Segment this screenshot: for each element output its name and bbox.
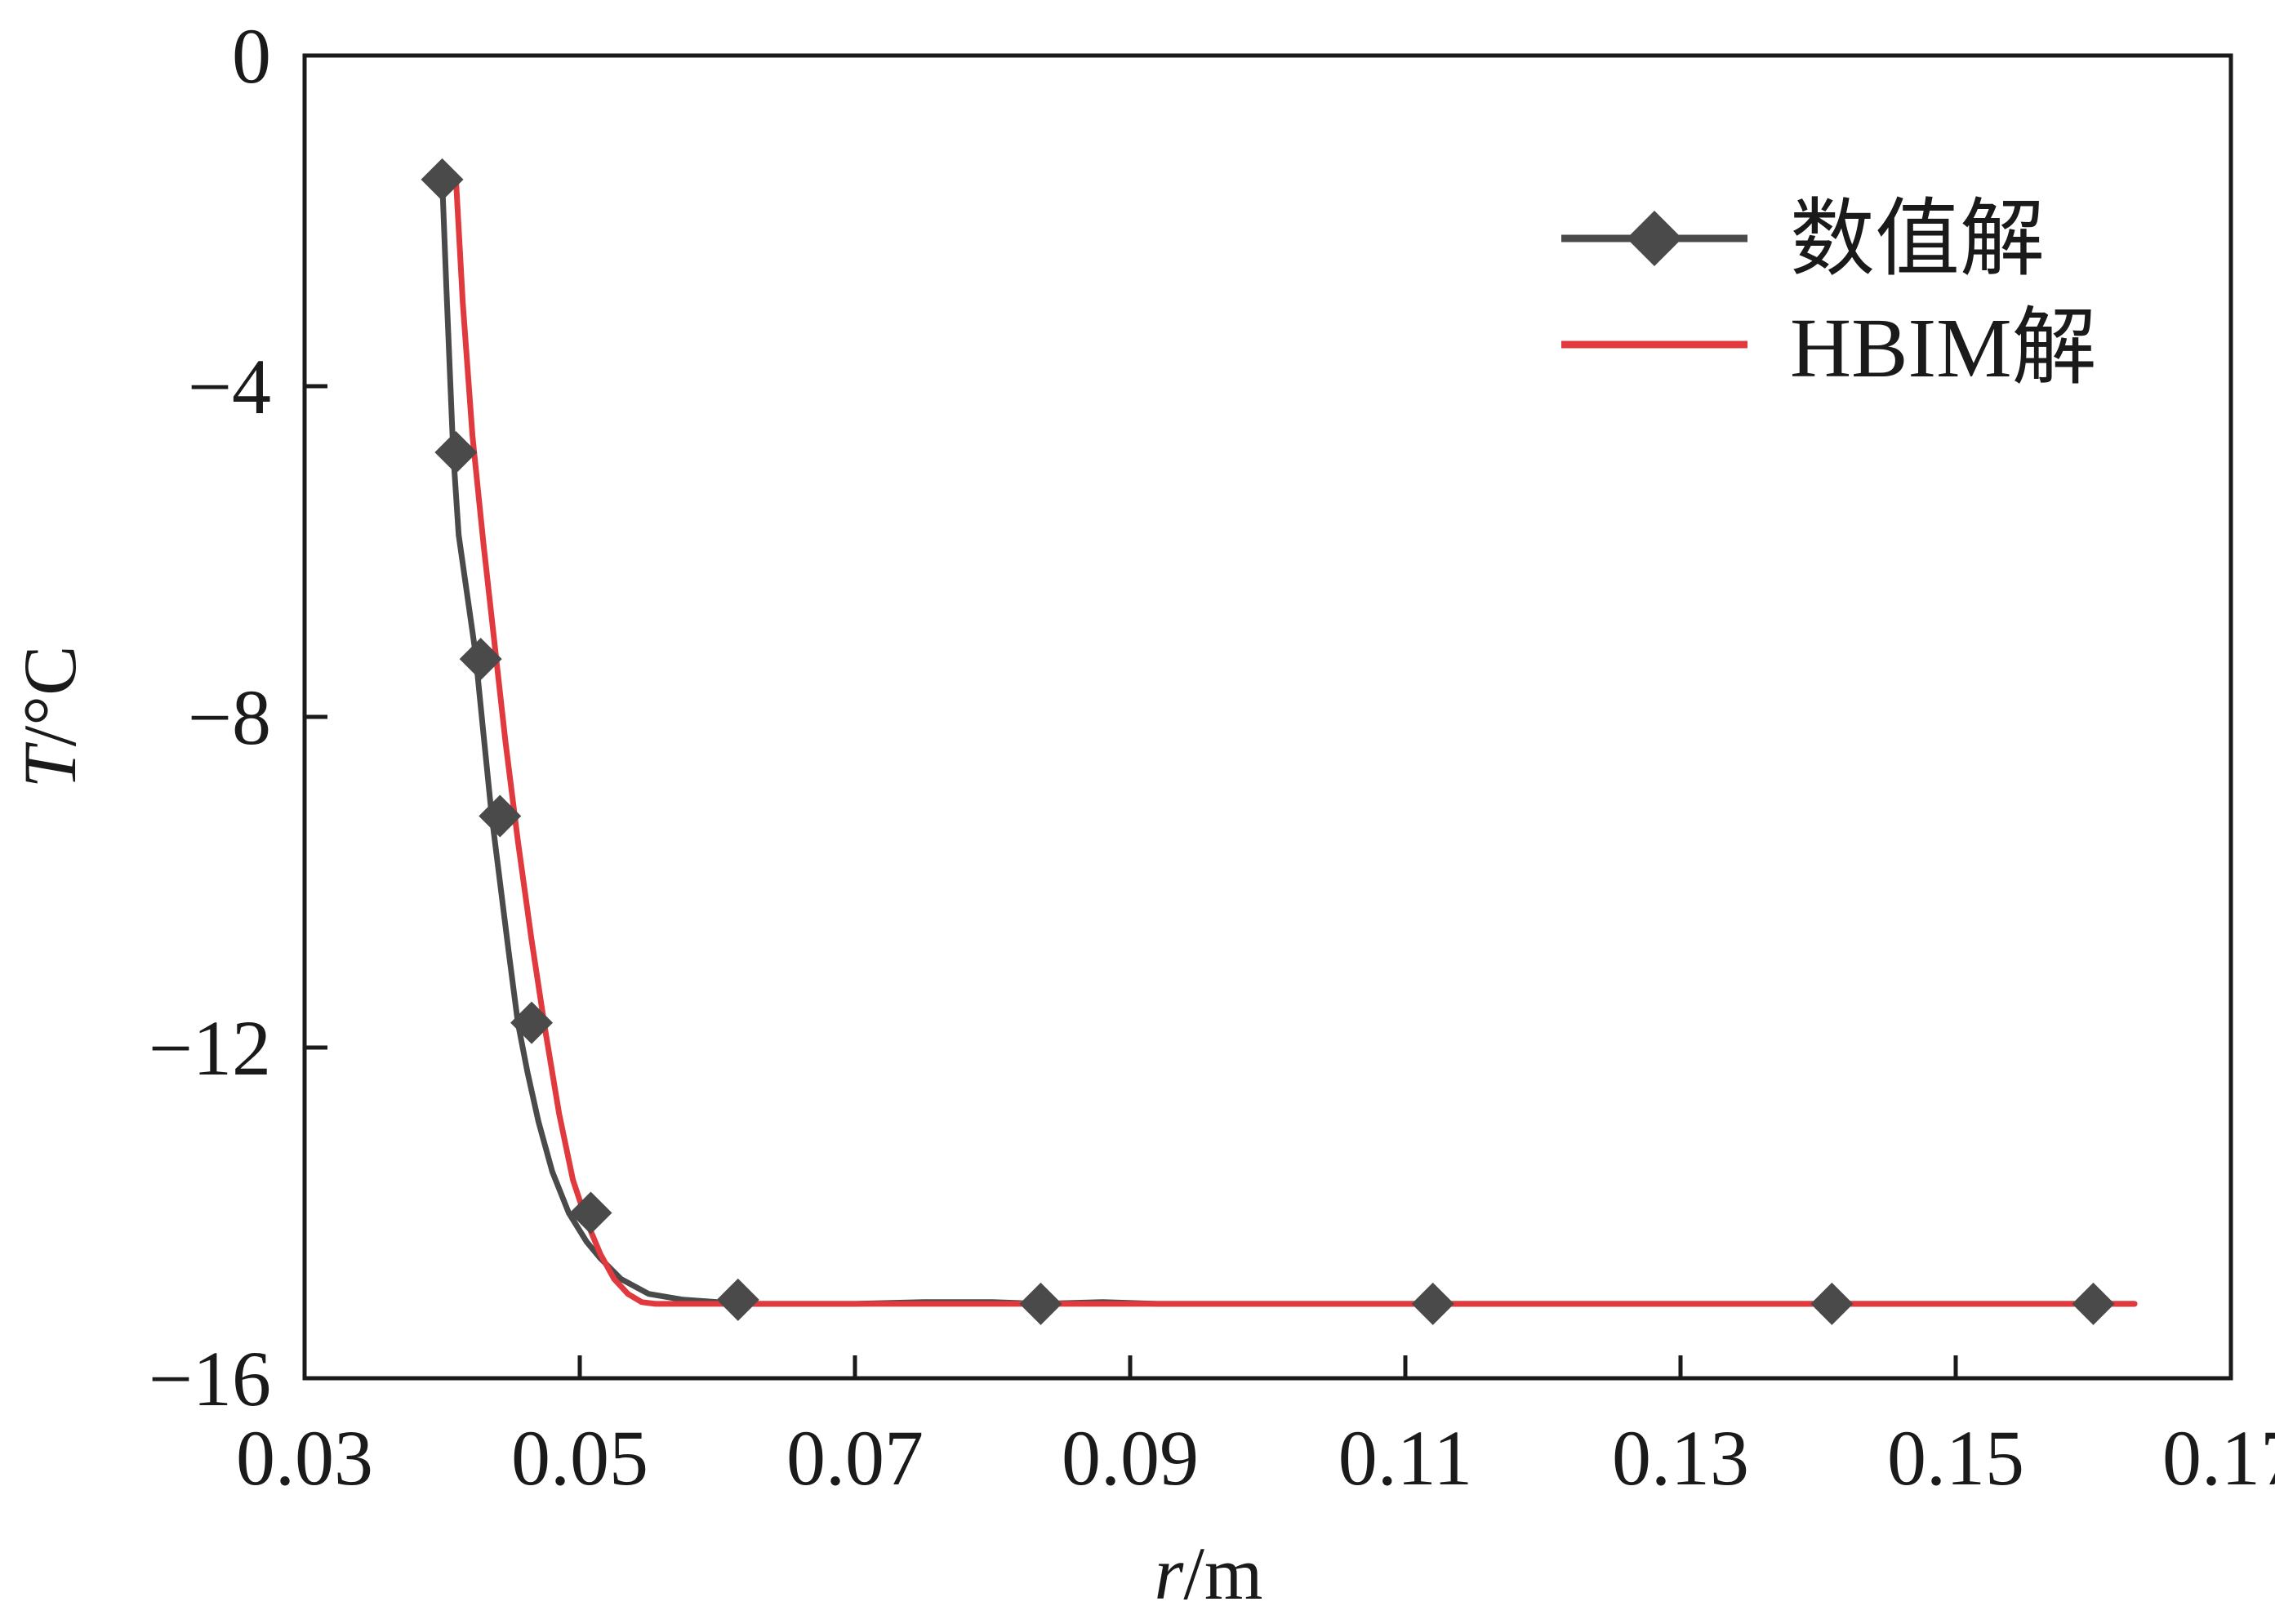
x-axis-ticks: 0.03 0.05 0.07 0.09 0.11 0.13 0.15 0.17	[236, 1355, 2275, 1502]
y-tick-label: −16	[149, 1335, 271, 1422]
x-tick-label: 0.03	[236, 1414, 373, 1502]
x-axis-label-unit: /m	[1183, 1532, 1262, 1615]
data-point-marker	[421, 158, 464, 201]
data-point-marker	[510, 1001, 554, 1044]
data-point-marker	[434, 431, 478, 474]
x-tick-label: 0.07	[786, 1414, 924, 1502]
data-point-marker	[2072, 1282, 2115, 1325]
marker-layer	[421, 158, 2115, 1325]
legend-label-hbim: HBIM解	[1790, 301, 2097, 395]
x-tick-label: 0.13	[1612, 1414, 1749, 1502]
y-tick-label: −8	[188, 674, 271, 761]
data-point-marker	[1411, 1282, 1454, 1325]
x-tick-label: 0.09	[1062, 1414, 1199, 1502]
legend-marker-diamond-icon	[1627, 211, 1682, 266]
x-tick-label: 0.17	[2162, 1414, 2275, 1502]
data-point-marker	[459, 638, 502, 681]
legend-label-numerical: 数值解	[1790, 193, 2045, 287]
y-tick-label: −4	[188, 343, 271, 430]
y-axis-label-unit: /°C	[8, 646, 91, 747]
y-tick-label: 0	[232, 12, 271, 100]
y-axis-label-var: T	[8, 741, 91, 788]
x-axis-label-var: r	[1155, 1532, 1185, 1615]
data-point-marker	[1019, 1282, 1062, 1325]
data-point-marker	[1810, 1282, 1854, 1325]
x-tick-label: 0.11	[1338, 1414, 1472, 1502]
data-point-marker	[569, 1191, 612, 1235]
y-tick-label: −12	[149, 1004, 271, 1092]
x-tick-label: 0.05	[511, 1414, 648, 1502]
x-axis-label: r/m	[1155, 1532, 1263, 1615]
x-tick-label: 0.15	[1887, 1414, 2024, 1502]
y-axis-ticks: 0 −4 −8 −12 −16	[149, 12, 327, 1422]
legend: 数值解 HBIM解	[1561, 193, 2097, 395]
data-point-marker	[716, 1278, 759, 1321]
y-axis-label: T/°C	[8, 646, 91, 789]
data-point-marker	[479, 794, 522, 838]
